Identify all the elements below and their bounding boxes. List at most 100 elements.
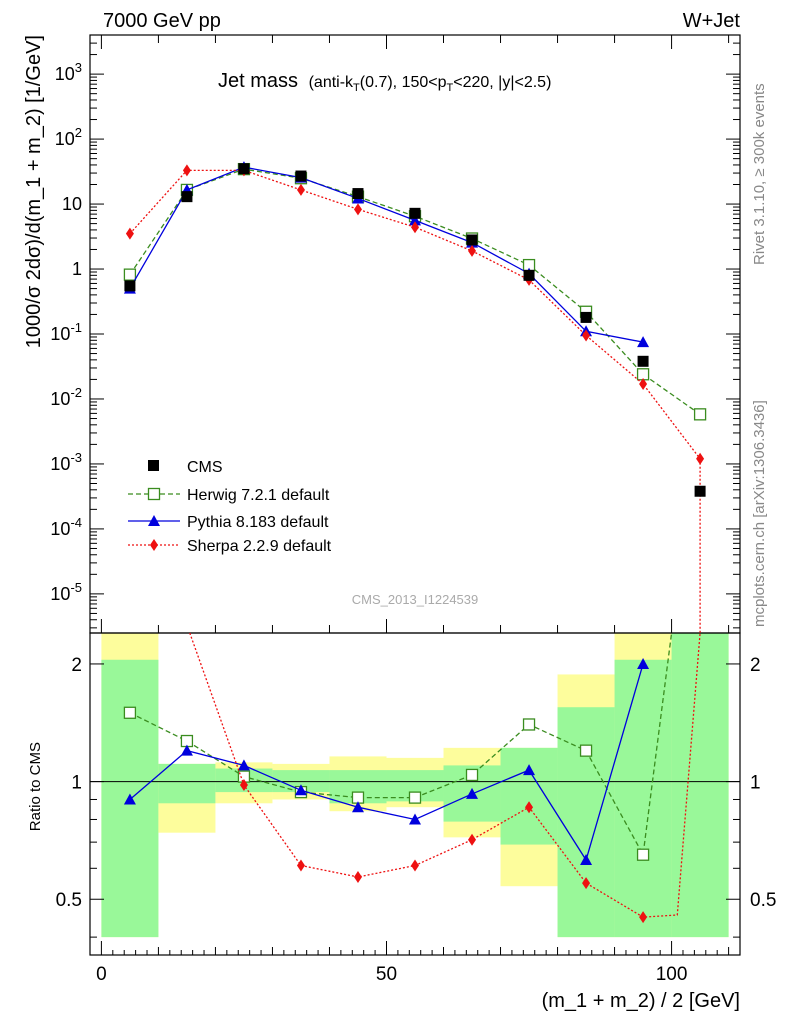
ratio-pythia-point — [180, 744, 193, 756]
green-band-1 — [158, 763, 216, 804]
y-axis-label: 1000/σ 2dσ)/d(m_1 + m_2) [1/GeV] — [23, 35, 45, 348]
ratio-curve-pythia — [129, 663, 644, 862]
ratio-herwig-point — [408, 791, 422, 804]
ratio-sherpa-point — [239, 779, 248, 792]
legend-sherpa-marker — [150, 539, 158, 551]
y-tick-label: 10-1 — [50, 320, 82, 344]
cms-point — [181, 191, 193, 203]
title-sub: (anti-k — [309, 74, 354, 91]
ratio-pythia-point — [637, 657, 650, 669]
sherpa-point — [182, 164, 191, 177]
ratio-pythia-point — [294, 784, 307, 796]
green-band-9 — [614, 659, 672, 938]
y-tick-label: 10-5 — [50, 580, 82, 604]
y-tick-label: 102 — [55, 125, 82, 149]
legend-sherpa-label: Sherpa 2.2.9 default — [187, 538, 332, 555]
ratio-tick-label-right: 1 — [750, 773, 761, 794]
ratio-pythia-point — [580, 854, 593, 866]
cms-point — [295, 170, 307, 182]
sherpa-point — [582, 329, 591, 342]
ratio-pythia-point — [123, 793, 136, 805]
ratio-sherpa-point — [525, 801, 534, 814]
sherpa-point — [639, 377, 648, 390]
cms-point — [409, 207, 421, 219]
title-sub2: (0.7), 150<p — [360, 74, 447, 91]
ratio-sherpa-point — [353, 871, 362, 884]
title-sub-t: T — [353, 82, 360, 94]
legend-herwig-marker — [147, 487, 161, 501]
cms-point — [466, 234, 478, 246]
herwig-point — [693, 408, 707, 421]
curve-herwig — [129, 168, 701, 415]
y-tick-label: 10-4 — [50, 515, 82, 539]
legend-herwig-label: Herwig 7.2.1 default — [187, 487, 330, 504]
sherpa-point — [296, 183, 305, 196]
ratio-tick-label: 2 — [71, 655, 82, 676]
legend: CMS Herwig 7.2.1 default Pythia 8.183 de… — [128, 459, 332, 555]
ratio-herwig-point — [465, 768, 479, 782]
pythia-point — [409, 214, 421, 226]
top-data — [123, 161, 707, 633]
cms-point — [580, 311, 592, 323]
ratio-pythia-point — [409, 813, 421, 825]
sherpa-point — [468, 244, 477, 257]
legend-cms-label: CMS — [187, 459, 223, 476]
x-tick-label: 0 — [96, 964, 107, 985]
green-band-10 — [671, 633, 729, 938]
ratio-tick-label-right: 2 — [750, 655, 761, 676]
ratio-herwig-point — [522, 718, 536, 731]
x-axis-label: (m_1 + m_2) / 2 [GeV] — [542, 990, 740, 1012]
sherpa-point — [411, 221, 419, 234]
ratio-sherpa-point — [411, 859, 419, 872]
ratio-pythia-point — [466, 787, 479, 799]
x-tick-label: 100 — [656, 964, 688, 985]
ratio-sherpa-point — [296, 859, 305, 872]
title-main: Jet mass — [218, 70, 298, 92]
ratio-frame — [89, 632, 741, 956]
ratio-herwig-point — [636, 848, 650, 861]
y-tick-label: 10-2 — [50, 385, 82, 409]
ratio-herwig-point — [123, 706, 137, 719]
ratio-tick-label-right: 0.5 — [750, 890, 776, 911]
title-sub2-t: T — [447, 82, 454, 94]
green-band-7 — [500, 747, 558, 845]
ratio-y-axis-label: Ratio to CMS — [27, 742, 44, 831]
header-right: W+Jet — [683, 10, 741, 32]
legend-pythia-label: Pythia 8.183 default — [187, 514, 329, 531]
rivet-label: Rivet 3.1.10, ≥ 300k events — [751, 83, 768, 265]
ratio-tick-label: 1 — [71, 773, 82, 794]
top-axis: 10-5 10-4 10-3 10-2 10-1 1 10 102 103 — [50, 34, 740, 629]
ratio-curve-sherpa — [189, 632, 701, 918]
watermark: CMS_2013_I1224539 — [352, 592, 479, 607]
legend-cms-marker — [148, 460, 159, 471]
mcplots-label: mcplots.cern.ch [arXiv:1306.3436] — [751, 400, 768, 627]
ratio-axis: 0.5 0.5 1 1 2 2 — [56, 655, 776, 938]
header-left: 7000 GeV pp — [103, 10, 221, 32]
ratio-data — [123, 632, 701, 924]
legend-pythia-marker — [148, 515, 160, 526]
ratio-bands — [90, 633, 740, 938]
pythia-point — [637, 336, 650, 348]
cms-point — [637, 355, 649, 367]
y-tick-label: 1 — [72, 259, 82, 279]
ratio-sherpa-point — [582, 877, 591, 890]
herwig-point — [123, 268, 137, 281]
cms-point — [694, 485, 706, 497]
ratio-herwig-point — [579, 744, 593, 757]
x-axis: 0 50 100 — [96, 35, 730, 985]
title-sub3: <220, |y|<2.5) — [453, 74, 551, 91]
cms-point — [523, 269, 535, 281]
ratio-pythia-point — [351, 801, 364, 813]
ratio-tick-label: 0.5 — [56, 890, 82, 911]
y-tick-label: 10 — [62, 194, 82, 214]
plot-title: Jet mass (anti-kT(0.7), 150<pT<220, |y|<… — [218, 70, 551, 94]
sherpa-point — [125, 227, 134, 240]
cms-point — [352, 188, 364, 200]
ratio-pythia-point — [237, 759, 250, 771]
curve-pythia — [129, 166, 644, 343]
cms-point — [124, 280, 136, 292]
y-tick-label: 10-3 — [50, 450, 82, 474]
x-tick-label: 50 — [376, 964, 397, 985]
ratio-pythia-point — [523, 764, 536, 776]
